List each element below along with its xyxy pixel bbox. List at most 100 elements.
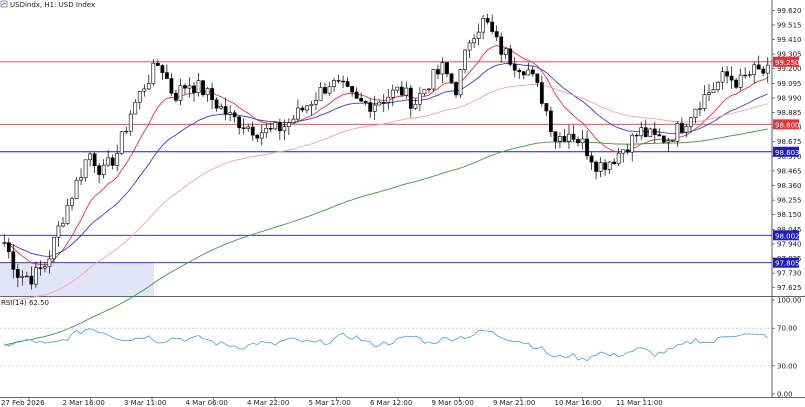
candle-body[interactable] [558,136,562,142]
candle-body[interactable] [562,136,567,142]
candle-body[interactable] [603,162,607,170]
candle-body[interactable] [693,108,698,119]
candle-body[interactable] [381,101,386,104]
candle-body[interactable] [707,92,711,95]
candle-body[interactable] [684,126,689,133]
candle-body[interactable] [65,204,70,224]
candle-body[interactable] [350,86,354,93]
candle-body[interactable] [530,69,535,75]
candle-body[interactable] [79,177,83,181]
candle-body[interactable] [88,153,92,161]
candle-body[interactable] [246,126,251,129]
candle-body[interactable] [214,99,219,109]
candle-body[interactable] [273,122,278,130]
candle-body[interactable] [34,267,38,285]
candle-body[interactable] [372,104,377,112]
candle-body[interactable] [413,103,418,109]
candle-body[interactable] [174,92,178,101]
time-axis[interactable]: 27 Feb 2026 2 Mar 16:00 3 Mar 11:00 4 Mar 0… [1,397,663,407]
candle-body[interactable] [232,112,237,118]
candle-body[interactable] [752,64,757,75]
candle-body[interactable] [567,133,571,142]
candle-body[interactable] [598,162,603,172]
candle-body[interactable] [454,82,458,96]
candle-body[interactable] [83,159,88,178]
candle-body[interactable] [309,103,314,107]
candle-body[interactable] [689,117,693,127]
candle-body[interactable] [327,86,332,94]
candle-body[interactable] [332,80,336,87]
candle-body[interactable] [377,101,382,106]
candle-body[interactable] [553,131,558,142]
candle-body[interactable] [576,139,580,144]
candle-body[interactable] [512,64,517,71]
candle-body[interactable] [422,89,427,95]
candle-body[interactable] [440,62,445,75]
candle-body[interactable] [711,89,716,94]
candle-body[interactable] [508,48,513,65]
candle-body[interactable] [52,236,56,260]
candle-body[interactable] [476,31,481,40]
candle-body[interactable] [133,101,138,115]
candle-body[interactable] [716,81,720,90]
candle-body[interactable] [155,62,160,66]
candle-body[interactable] [286,122,291,128]
candle-body[interactable] [738,74,743,88]
candle-body[interactable] [666,140,671,143]
candle-body[interactable] [643,127,648,137]
candle-body[interactable] [363,100,368,103]
candle-body[interactable] [639,127,644,137]
candle-body[interactable] [630,134,635,153]
candle-body[interactable] [729,75,734,81]
candle-body[interactable] [625,149,630,153]
candle-body[interactable] [97,165,102,175]
candle-body[interactable] [616,152,621,165]
candle-body[interactable] [657,134,662,137]
candle-body[interactable] [539,82,544,104]
candle-body[interactable] [499,36,504,55]
candle-body[interactable] [300,107,305,111]
candle-body[interactable] [761,68,766,74]
candle-body[interactable] [119,131,124,154]
candle-body[interactable] [291,118,296,123]
candle-body[interactable] [765,64,770,74]
candle-body[interactable] [612,161,617,165]
candle-body[interactable] [277,122,282,132]
candle-body[interactable] [56,225,61,238]
candle-body[interactable] [702,94,707,109]
candle-body[interactable] [359,98,364,102]
candle-body[interactable] [165,72,169,79]
candle-body[interactable] [648,128,653,137]
candle-body[interactable] [652,128,657,135]
candle-body[interactable] [70,198,74,206]
candle-body[interactable] [661,135,666,143]
candle-body[interactable] [594,161,598,172]
candle-body[interactable] [585,138,589,157]
candle-body[interactable] [2,242,7,244]
candle-body[interactable] [110,157,115,166]
candle-body[interactable] [318,87,323,101]
candle-body[interactable] [589,155,594,163]
candle-body[interactable] [6,242,11,253]
candle-body[interactable] [241,127,246,129]
candle-body[interactable] [61,223,65,227]
candle-body[interactable] [314,99,318,105]
candle-body[interactable] [386,96,391,103]
candle-body[interactable] [544,103,549,112]
candle-body[interactable] [264,127,269,134]
candle-body[interactable] [743,74,748,77]
candle-body[interactable] [571,133,576,140]
candle-body[interactable] [196,80,201,93]
candle-body[interactable] [436,69,440,75]
candle-body[interactable] [38,267,43,269]
candle-body[interactable] [11,251,16,270]
candle-body[interactable] [43,266,47,269]
candle-body[interactable] [228,112,233,115]
candle-body[interactable] [74,179,79,199]
candle-body[interactable] [399,86,404,96]
candle-body[interactable] [458,69,463,96]
candle-body[interactable] [549,110,553,132]
candle-body[interactable] [219,106,223,109]
candle-body[interactable] [323,87,327,94]
candle-body[interactable] [472,38,476,44]
